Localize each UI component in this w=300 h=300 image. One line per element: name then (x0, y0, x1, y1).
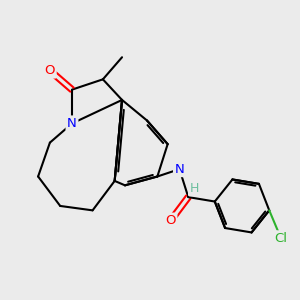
Text: N: N (67, 117, 77, 130)
Text: Cl: Cl (274, 232, 287, 245)
Text: O: O (45, 64, 55, 77)
Text: H: H (190, 182, 199, 195)
Text: O: O (165, 214, 176, 227)
Text: N: N (175, 163, 184, 176)
